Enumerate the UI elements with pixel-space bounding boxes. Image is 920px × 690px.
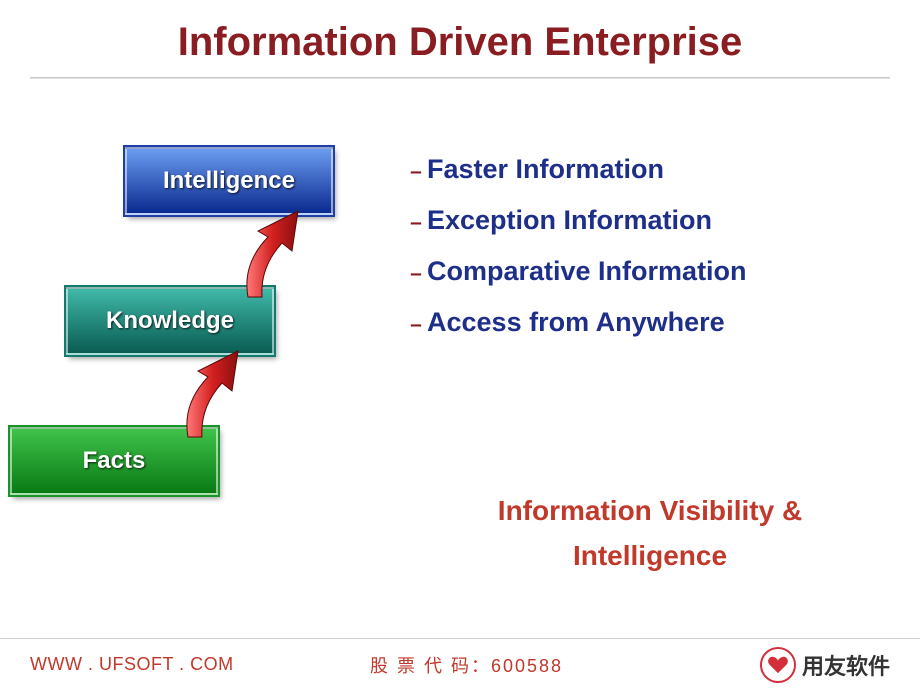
footer-url: WWW . UFSOFT . COM bbox=[30, 654, 234, 675]
content-area: Intelligence Knowledge Facts – bbox=[0, 79, 920, 619]
bullet-dash-icon: – bbox=[405, 313, 427, 337]
list-item: – Access from Anywhere bbox=[405, 307, 747, 338]
slide-title: Information Driven Enterprise bbox=[0, 0, 920, 65]
footer-logo: 用友软件 bbox=[760, 647, 890, 683]
heart-logo-icon bbox=[760, 647, 796, 683]
bullet-text: Exception Information bbox=[427, 205, 712, 236]
list-item: – Faster Information bbox=[405, 154, 747, 185]
hierarchy-box-intelligence: Intelligence bbox=[125, 147, 333, 215]
bullet-text: Access from Anywhere bbox=[427, 307, 725, 338]
logo-text: 用友软件 bbox=[802, 649, 890, 681]
footer-bar: WWW . UFSOFT . COM 股 票 代 码：600588 用友软件 bbox=[0, 638, 920, 690]
list-item: – Comparative Information bbox=[405, 256, 747, 287]
subtitle-line1: Information Visibility & bbox=[430, 489, 870, 534]
box-label: Knowledge bbox=[106, 307, 234, 335]
bullet-dash-icon: – bbox=[405, 211, 427, 235]
bullet-dash-icon: – bbox=[405, 262, 427, 286]
title-text: Information Driven Enterprise bbox=[178, 20, 743, 64]
arrow-up-icon bbox=[230, 209, 310, 299]
subtitle-block: Information Visibility & Intelligence bbox=[430, 489, 870, 579]
footer-stock-code: 股 票 代 码：600588 bbox=[370, 652, 563, 678]
bullet-dash-icon: – bbox=[405, 160, 427, 184]
bullet-list: – Faster Information – Exception Informa… bbox=[405, 154, 747, 358]
subtitle-line2: Intelligence bbox=[430, 534, 870, 579]
arrow-up-icon bbox=[170, 349, 250, 439]
list-item: – Exception Information bbox=[405, 205, 747, 236]
box-label: Intelligence bbox=[163, 167, 295, 195]
bullet-text: Faster Information bbox=[427, 154, 664, 185]
bullet-text: Comparative Information bbox=[427, 256, 747, 287]
box-label: Facts bbox=[83, 447, 146, 475]
